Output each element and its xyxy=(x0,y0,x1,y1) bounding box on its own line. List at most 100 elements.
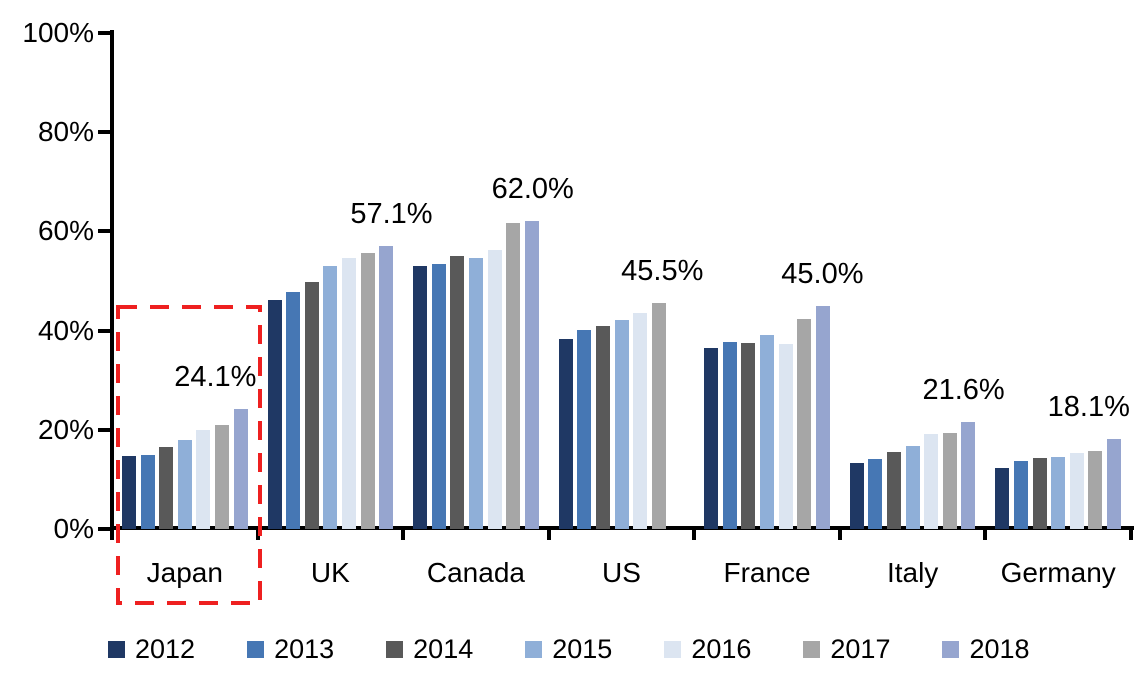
bar-uk-2017 xyxy=(360,253,375,529)
x-category-label-us: US xyxy=(602,557,641,588)
bar-germany-2014 xyxy=(1032,458,1047,529)
bar-canada-2015 xyxy=(468,258,483,529)
legend-label-2017: 2017 xyxy=(830,634,891,664)
bar-france-2013 xyxy=(722,342,737,529)
x-tick-mark xyxy=(1129,530,1133,540)
data-label-italy: 21.6% xyxy=(922,373,1005,406)
y-tick-label: 40% xyxy=(37,314,94,346)
legend-item-2013: 2013 xyxy=(247,636,334,663)
legend-label-2013: 2013 xyxy=(274,634,335,664)
bar-canada-2018 xyxy=(524,221,539,529)
legend-swatch-2013 xyxy=(247,641,265,658)
bar-canada-2013 xyxy=(431,264,446,529)
data-label-france: 45.0% xyxy=(781,257,864,290)
bar-canada-2016 xyxy=(487,250,502,529)
data-label-canada: 62.0% xyxy=(491,173,574,206)
bar-france-2012 xyxy=(704,347,719,529)
legend-item-2014: 2014 xyxy=(386,636,473,663)
legend-label-2012: 2012 xyxy=(135,634,196,664)
data-label-uk: 57.1% xyxy=(350,197,433,230)
x-category-label-canada: Canada xyxy=(426,557,525,588)
bar-germany-2013 xyxy=(1014,461,1028,529)
data-label-germany: 18.1% xyxy=(1047,391,1130,424)
bar-germany-2017 xyxy=(1088,451,1103,529)
y-tick-label: 20% xyxy=(37,413,94,445)
bar-canada-2017 xyxy=(506,222,521,529)
bar-uk-2016 xyxy=(341,258,356,529)
bar-france-2018 xyxy=(815,305,830,529)
legend-label-2018: 2018 xyxy=(969,634,1030,664)
bar-uk-2015 xyxy=(323,266,338,529)
x-tick-mark xyxy=(983,530,988,540)
x-tick-mark xyxy=(255,530,260,540)
x-tick-mark xyxy=(692,530,697,540)
bar-uk-2014 xyxy=(304,282,319,529)
bar-canada-2012 xyxy=(413,266,428,529)
legend-label-2015: 2015 xyxy=(552,634,613,664)
x-tick-mark xyxy=(546,530,551,540)
bar-france-2014 xyxy=(741,342,756,529)
x-category-label-japan: Japan xyxy=(146,557,223,588)
bar-italy-2014 xyxy=(887,452,902,529)
bar-us-2013 xyxy=(577,329,592,529)
bar-us-2015 xyxy=(614,320,629,529)
y-tick-mark xyxy=(98,328,111,333)
y-tick-label: 100% xyxy=(22,17,94,48)
legend-label-2014: 2014 xyxy=(413,634,474,664)
bar-france-2016 xyxy=(778,344,793,529)
x-category-label-germany: Germany xyxy=(1000,557,1116,588)
y-tick-label: 0% xyxy=(53,513,94,544)
bar-us-2014 xyxy=(595,325,610,529)
x-tick-mark xyxy=(837,530,842,540)
bar-uk-2012 xyxy=(267,299,282,529)
x-category-label-uk: UK xyxy=(310,557,350,588)
y-tick-mark xyxy=(98,31,111,35)
legend-label-2016: 2016 xyxy=(691,634,752,664)
legend-swatch-2018 xyxy=(942,641,960,658)
bar-france-2017 xyxy=(797,319,812,529)
y-tick-label: 60% xyxy=(37,215,94,247)
bar-us-2017 xyxy=(651,303,666,529)
y-axis-line xyxy=(110,30,114,530)
bar-japan-2013 xyxy=(140,455,155,529)
bar-italy-2018 xyxy=(961,421,976,529)
highlight-dashed-box xyxy=(116,305,262,605)
bar-japan-2018 xyxy=(233,409,248,529)
bar-japan-2015 xyxy=(177,439,192,529)
legend-item-2012: 2012 xyxy=(108,636,195,663)
legend-item-2015: 2015 xyxy=(525,636,612,663)
bar-canada-2014 xyxy=(450,256,465,529)
bar-japan-2014 xyxy=(159,446,174,529)
x-category-label-france: France xyxy=(723,557,811,588)
y-tick-mark xyxy=(98,229,111,234)
legend-swatch-2016 xyxy=(664,641,682,658)
bar-italy-2015 xyxy=(905,446,920,529)
legend: 2012 2013 2014 2015 2016 2017 2018 xyxy=(108,636,1030,663)
bar-germany-2012 xyxy=(995,467,1010,529)
y-tick-mark xyxy=(98,527,111,531)
x-tick-mark xyxy=(110,530,114,540)
data-label-us: 45.5% xyxy=(621,255,704,288)
y-tick-mark xyxy=(98,130,111,135)
bar-us-2012 xyxy=(558,339,573,529)
legend-swatch-2015 xyxy=(525,641,543,658)
bar-italy-2016 xyxy=(924,434,939,529)
bar-japan-2017 xyxy=(214,424,229,529)
legend-item-2017: 2017 xyxy=(803,636,890,663)
legend-item-2016: 2016 xyxy=(664,636,751,663)
legend-swatch-2017 xyxy=(803,641,821,658)
bar-uk-2018 xyxy=(379,245,394,529)
bar-france-2015 xyxy=(760,334,775,529)
bar-italy-2017 xyxy=(942,433,957,529)
legend-swatch-2014 xyxy=(386,641,404,658)
x-category-label-italy: Italy xyxy=(886,557,939,588)
data-label-japan: 24.1% xyxy=(174,361,257,394)
bar-japan-2012 xyxy=(121,456,136,529)
bar-japan-2016 xyxy=(196,430,211,529)
y-tick-mark xyxy=(98,427,111,432)
bar-germany-2018 xyxy=(1107,439,1121,529)
bar-italy-2013 xyxy=(868,459,883,529)
y-tick-label: 80% xyxy=(37,116,94,148)
legend-item-2018: 2018 xyxy=(942,634,1030,664)
